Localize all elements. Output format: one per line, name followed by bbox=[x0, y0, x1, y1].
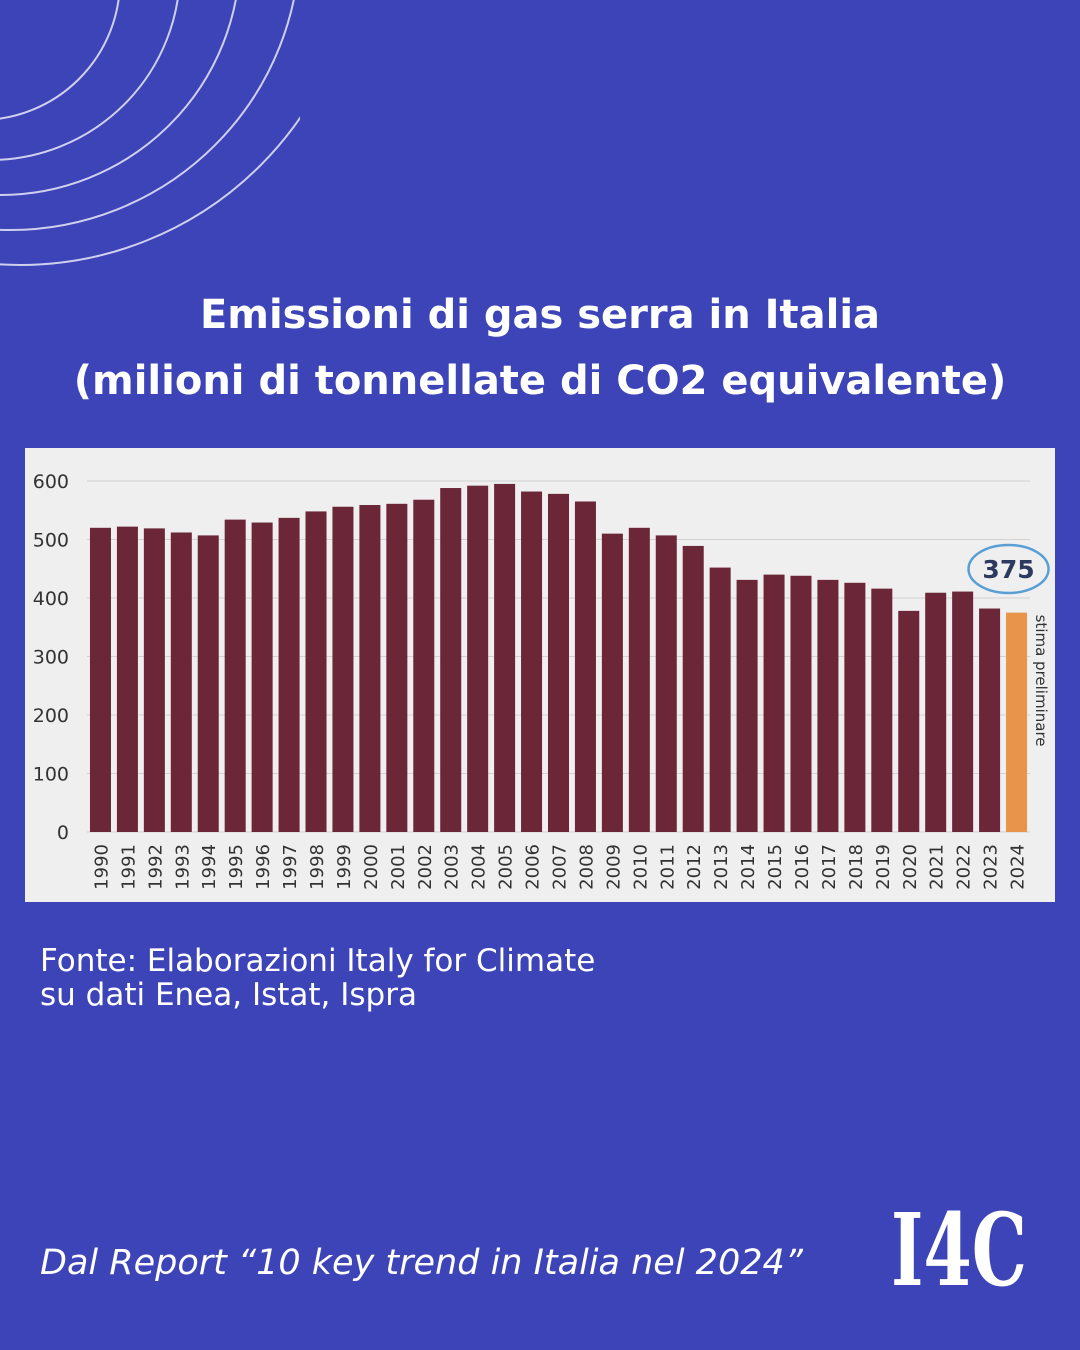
bar-2001 bbox=[386, 503, 408, 832]
bar-2002 bbox=[413, 499, 435, 832]
bar-2016 bbox=[790, 575, 812, 832]
logo-text: I4C bbox=[891, 1196, 1027, 1292]
x-tick-label: 2013 bbox=[711, 844, 732, 890]
bar-2018 bbox=[844, 582, 866, 832]
emissions-bar-chart: 0 100 200 300 400 500 600 1990 1991 1992 1993 1994 1… bbox=[33, 471, 1050, 890]
bar-2013 bbox=[709, 567, 731, 832]
x-tick-label: 2015 bbox=[765, 844, 786, 890]
source-line-1: Fonte: Elaborazioni Italy for Climate bbox=[40, 943, 596, 979]
x-tick-label: 2010 bbox=[630, 844, 651, 890]
x-tick-label: 1998 bbox=[307, 844, 328, 890]
bar-1998 bbox=[305, 511, 327, 832]
y-tick-label: 400 bbox=[33, 588, 69, 610]
bar-1996 bbox=[251, 522, 273, 832]
bar-2006 bbox=[521, 491, 543, 832]
x-tick-label: 2020 bbox=[900, 844, 921, 890]
title-line-1: Emissioni di gas serra in Italia bbox=[199, 292, 881, 338]
bar-2020 bbox=[898, 610, 920, 832]
x-tick-label: 2017 bbox=[819, 844, 840, 890]
x-tick-label: 2016 bbox=[792, 844, 813, 890]
x-tick-label: 1990 bbox=[91, 844, 112, 890]
bar-2008 bbox=[574, 501, 596, 832]
x-tick-label: 1994 bbox=[199, 844, 220, 890]
decorative-arcs bbox=[0, 0, 300, 266]
y-tick-label: 100 bbox=[33, 764, 69, 786]
bar-2015 bbox=[763, 574, 785, 832]
bar-2003 bbox=[440, 488, 462, 832]
x-tick-label: 2008 bbox=[576, 844, 597, 890]
bar-2021 bbox=[925, 592, 947, 832]
x-tick-label: 1991 bbox=[118, 844, 139, 890]
bar-2007 bbox=[547, 493, 570, 832]
x-tick-label: 2019 bbox=[873, 844, 894, 890]
bar-2019 bbox=[871, 588, 893, 832]
bar-2022 bbox=[952, 591, 974, 832]
x-tick-label: 2014 bbox=[738, 844, 759, 890]
i4c-logo: I4C bbox=[891, 1196, 1027, 1292]
x-tick-label: 2002 bbox=[415, 844, 436, 890]
x-tick-label: 1996 bbox=[253, 844, 274, 890]
x-tick-label: 1992 bbox=[145, 844, 166, 890]
y-tick-label: 600 bbox=[33, 471, 69, 493]
x-tick-label: 1993 bbox=[172, 844, 193, 890]
bar-2004 bbox=[467, 485, 489, 832]
report-footer: Dal Report “10 key trend in Italia nel 2… bbox=[40, 1243, 803, 1283]
bar-2023 bbox=[979, 608, 1001, 832]
value-callout-ring bbox=[967, 543, 1050, 595]
bar-1999 bbox=[332, 506, 354, 832]
bar-2009 bbox=[601, 533, 623, 832]
y-tick-label: 0 bbox=[57, 822, 69, 844]
x-tick-label: 2000 bbox=[361, 844, 382, 890]
bar-2005 bbox=[494, 483, 516, 832]
x-tick-label: 2007 bbox=[550, 844, 571, 890]
x-tick-label: 2009 bbox=[603, 844, 624, 890]
bar-2011 bbox=[655, 535, 677, 832]
x-tick-label: 2006 bbox=[523, 844, 544, 890]
y-tick-label: 300 bbox=[33, 647, 69, 669]
bar-1991 bbox=[116, 526, 138, 832]
x-tick-label: 2001 bbox=[388, 844, 409, 890]
source-note: Fonte: Elaborazioni Italy for Climate su… bbox=[40, 944, 595, 1012]
bar-2012 bbox=[682, 545, 704, 832]
x-tick-label: 2004 bbox=[469, 844, 490, 890]
bar-1997 bbox=[278, 517, 300, 832]
x-tick-label: 2024 bbox=[1008, 844, 1029, 890]
x-tick-label: 2012 bbox=[684, 844, 705, 890]
x-tick-label: 1997 bbox=[280, 844, 301, 890]
bar-1995 bbox=[224, 519, 246, 832]
x-tick-label: 2023 bbox=[981, 844, 1002, 890]
x-tick-label: 2022 bbox=[954, 844, 975, 890]
bar-1994 bbox=[197, 535, 219, 832]
bar-1993 bbox=[170, 532, 192, 832]
x-tick-label: 1995 bbox=[226, 844, 247, 890]
preliminary-estimate-note: stima preliminare bbox=[1032, 615, 1050, 747]
bar-2010 bbox=[628, 527, 650, 832]
bar-2024 bbox=[1006, 612, 1028, 832]
source-line-2: su dati Enea, Istat, Ispra bbox=[40, 977, 417, 1013]
x-tick-label: 1999 bbox=[334, 844, 355, 890]
x-tick-label: 2011 bbox=[657, 844, 678, 890]
x-tick-label: 2018 bbox=[846, 844, 867, 890]
chart-panel: 0 100 200 300 400 500 600 1990 1991 1992 1993 1994 1… bbox=[25, 448, 1055, 902]
page-title: Emissioni di gas serra in Italia (milion… bbox=[0, 282, 1080, 414]
x-tick-label: 2005 bbox=[496, 844, 517, 890]
bar-2017 bbox=[817, 579, 839, 832]
value-callout-label: 375 bbox=[982, 555, 1034, 584]
y-tick-label: 500 bbox=[33, 530, 69, 552]
bar-2014 bbox=[736, 579, 758, 832]
y-tick-label: 200 bbox=[33, 705, 69, 727]
bar-1990 bbox=[89, 527, 111, 832]
x-tick-label: 2003 bbox=[442, 844, 463, 890]
x-tick-label: 2021 bbox=[927, 844, 948, 890]
bar-1992 bbox=[143, 528, 165, 832]
bar-2000 bbox=[359, 504, 381, 832]
title-line-2: (milioni di tonnellate di CO2 equivalent… bbox=[73, 358, 1007, 404]
